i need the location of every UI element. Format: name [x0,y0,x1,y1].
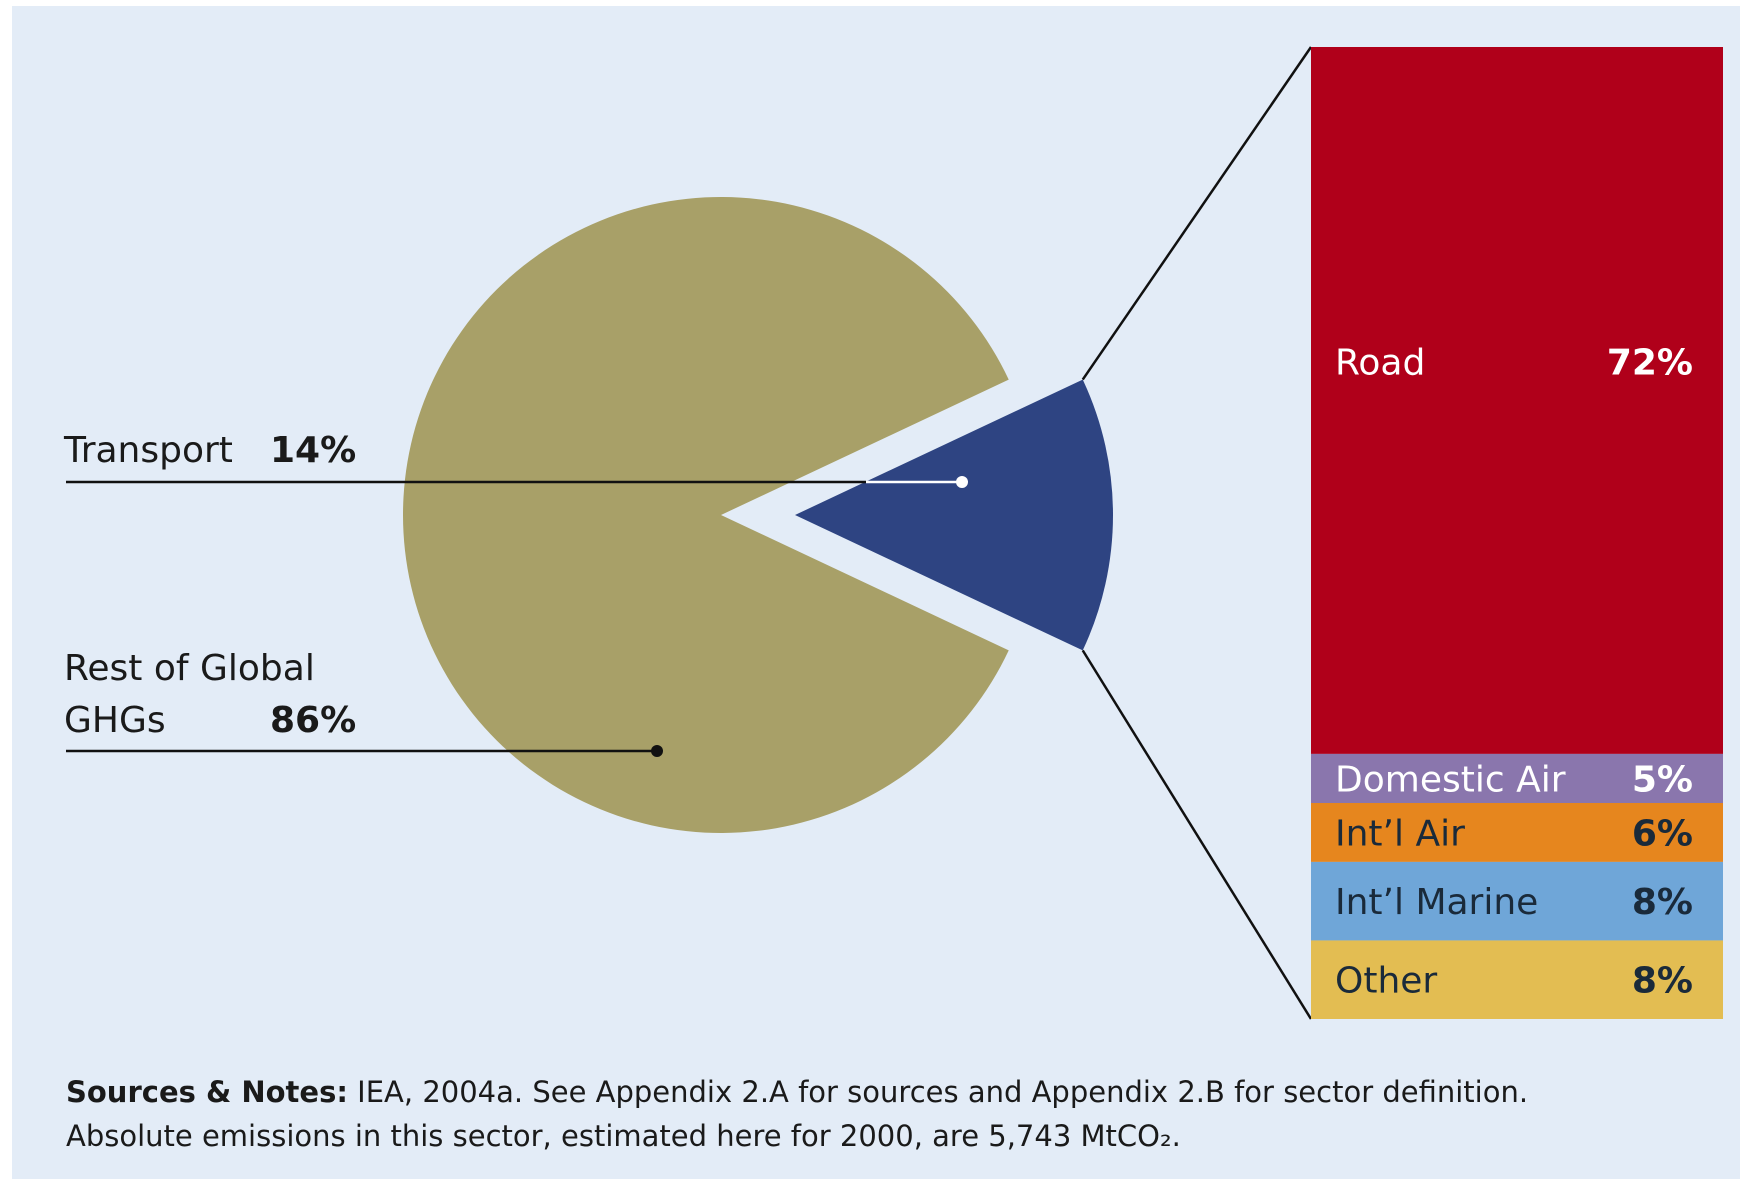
bar-segment [1311,940,1723,1019]
pie-slice [402,197,1009,833]
segment-value: 6% [1632,813,1693,854]
segment-label: Int’l Marine [1335,882,1538,923]
slice-value: 86% [270,700,356,741]
segment-label: Int’l Air [1335,813,1465,854]
slice-value: 14% [270,430,356,471]
leader-dot [956,476,968,488]
connector [1081,649,1313,1020]
notes-line-1: Sources & Notes: IEA, 2004a. See Appendi… [66,1075,1528,1109]
bar-segment [1311,803,1723,862]
segment-value: 5% [1632,759,1693,800]
notes-line-2: Absolute emissions in this sector, estim… [66,1119,1181,1153]
segment-value: 72% [1607,342,1693,383]
bar-segment [1311,861,1723,941]
segment-label: Other [1335,961,1437,1002]
segment-value: 8% [1632,961,1693,1002]
segment-label: Road [1335,342,1425,383]
pie-slice [795,379,1113,651]
slice-label: Rest of Global GHGs [64,648,315,741]
leader-dot [651,745,663,757]
label-line: Rest of Global [64,648,315,689]
bar-segment [1311,753,1723,803]
segment-label: Domestic Air [1335,759,1566,800]
label-line: GHGs [64,700,166,741]
segment-value: 8% [1632,882,1693,923]
connector [1081,46,1313,381]
notes-text: IEA, 2004a. See Appendix 2.A for sources… [357,1075,1528,1109]
slice-label: Transport [63,430,233,471]
bar-segment [1311,47,1723,754]
notes-label: Sources & Notes: [66,1075,348,1109]
